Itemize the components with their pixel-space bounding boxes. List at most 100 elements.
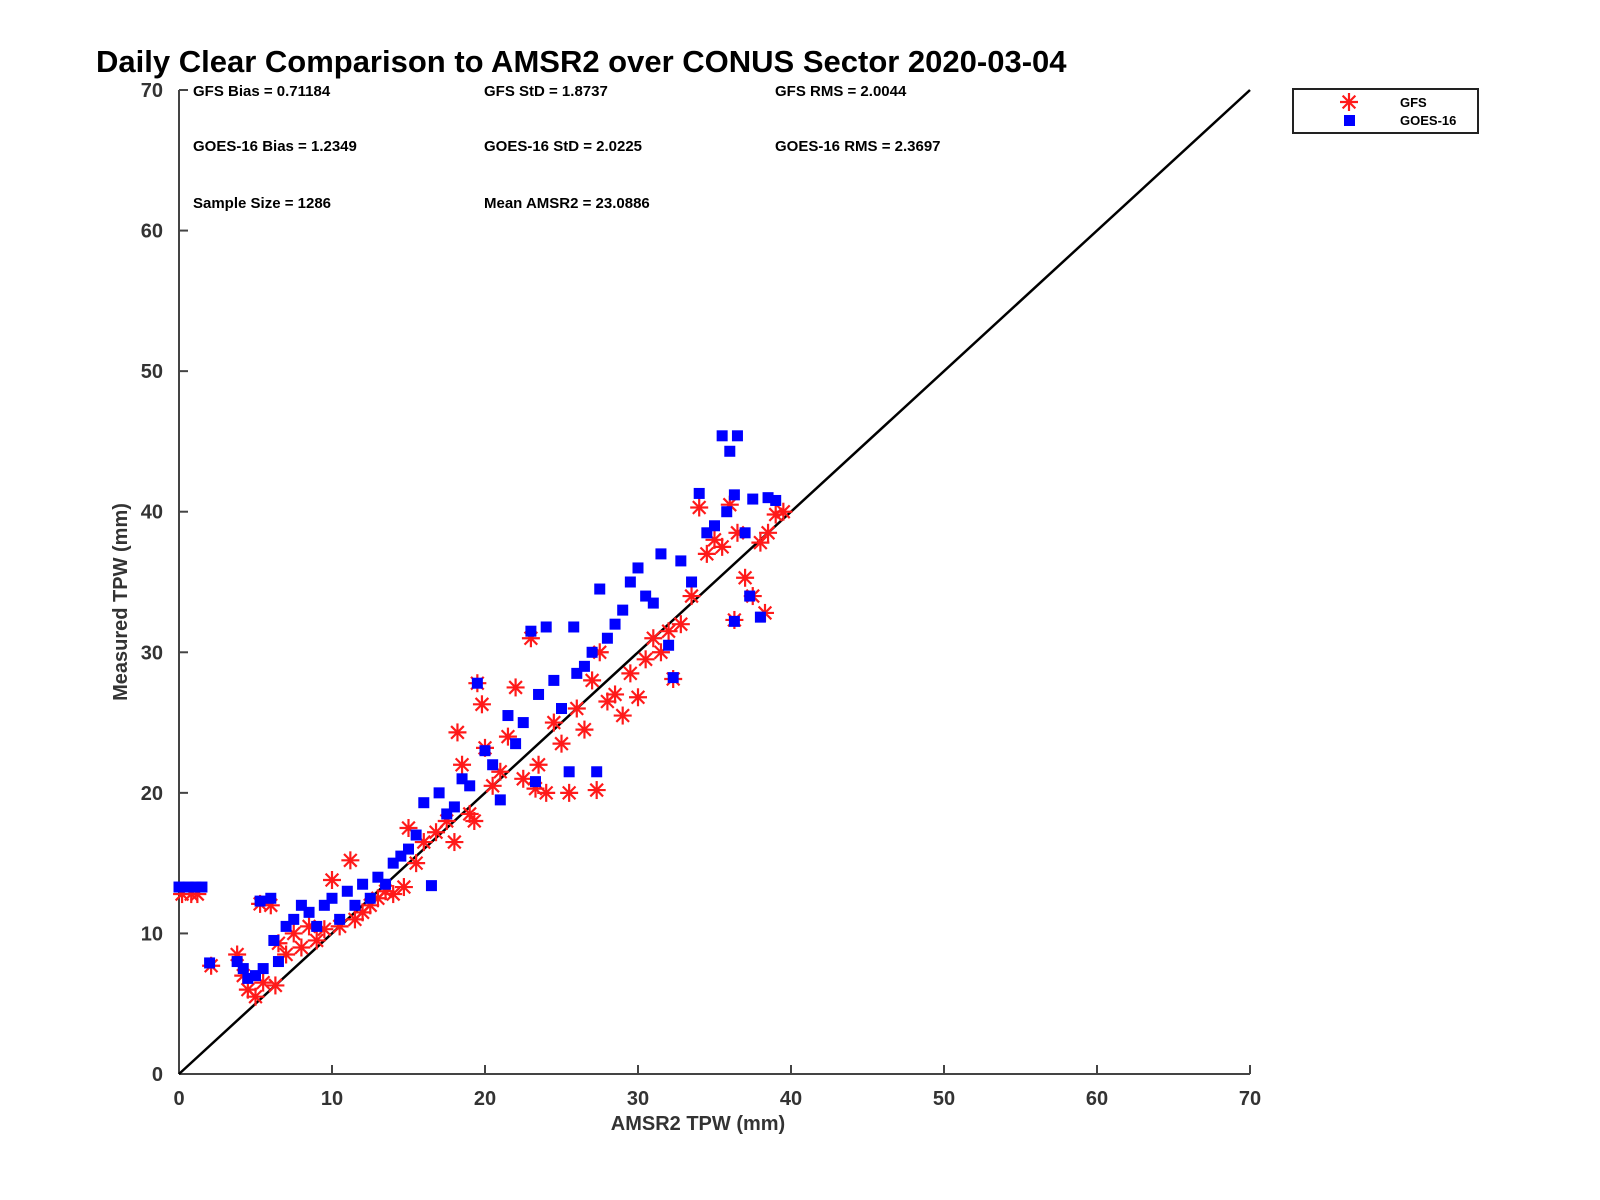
gfs-point — [766, 505, 785, 524]
gfs-point — [384, 885, 403, 904]
goes16-point — [716, 430, 728, 442]
goes16-point — [448, 801, 460, 813]
sample-size-annotation: Sample Size = 1286 — [193, 195, 331, 212]
gfs-point — [506, 678, 525, 697]
x-tick-label: 0 — [173, 1088, 184, 1110]
gfs-point — [621, 664, 640, 683]
gfs-point — [583, 671, 602, 690]
y-tick-label: 10 — [141, 923, 163, 945]
gfs-point — [682, 587, 701, 606]
goes16-point — [675, 555, 687, 567]
goes16-point — [204, 957, 216, 969]
goes16-point — [728, 615, 740, 627]
gfs-point — [472, 695, 491, 714]
goes16-point — [372, 871, 384, 883]
gfs-point — [613, 706, 632, 725]
goes16-point — [762, 492, 774, 504]
goes16-point — [326, 892, 338, 904]
x-axis-ticks: 0 10 20 30 40 50 60 70 — [173, 1065, 1261, 1110]
goes16-point — [548, 674, 560, 686]
legend-label-goes16: GOES-16 — [1400, 113, 1456, 128]
gfs-point — [774, 502, 793, 521]
goes16-point — [556, 703, 567, 715]
goes16-point — [510, 738, 522, 750]
mean-amsr2-annotation: Mean AMSR2 = 23.0886 — [484, 195, 650, 212]
y-tick-label: 0 — [152, 1064, 163, 1086]
goes16-point — [257, 963, 269, 975]
goes16-point — [617, 604, 629, 616]
goes16-point — [586, 646, 598, 658]
x-tick-label: 30 — [627, 1088, 649, 1110]
x-tick-label: 40 — [780, 1088, 802, 1110]
x-tick-label: 10 — [321, 1088, 343, 1110]
goes16-point — [318, 899, 330, 911]
gfs-point — [266, 976, 285, 995]
goes16-point — [663, 639, 675, 651]
goes16-point — [182, 881, 194, 893]
goes16-point — [655, 548, 667, 560]
goes16-point — [525, 625, 537, 637]
y-tick-label: 30 — [141, 642, 163, 664]
goes16-point — [173, 881, 185, 893]
legend-gfs-asterisk — [1340, 93, 1358, 111]
goes16-point — [517, 717, 529, 729]
gfs-point — [394, 878, 413, 897]
goes16-point — [709, 520, 720, 532]
goes16-point — [250, 970, 261, 982]
gfs-point — [690, 498, 709, 517]
x-tick-label: 50 — [933, 1088, 955, 1110]
goes16-point — [349, 899, 361, 911]
goes16-series — [173, 430, 782, 984]
gfs-point — [644, 629, 663, 648]
gfs-point — [445, 833, 464, 852]
legend-label-gfs: GFS — [1400, 95, 1427, 110]
gfs-point — [246, 987, 265, 1006]
goes16-bias-annotation: GOES-16 Bias = 1.2349 — [193, 138, 357, 155]
gfs-point — [453, 755, 472, 774]
plot-area: 0 10 20 30 40 50 60 70 0 10 20 30 40 50 60 70 — [141, 80, 1261, 1110]
goes16-point — [647, 597, 659, 609]
goes16-point — [479, 745, 491, 757]
goes16-point — [701, 527, 713, 539]
y-tick-label: 70 — [141, 80, 163, 102]
goes16-point — [272, 956, 284, 968]
gfs-point — [483, 776, 502, 795]
goes16-point — [494, 794, 506, 806]
gfs-point — [713, 537, 732, 556]
gfs-point — [567, 699, 586, 718]
x-tick-label: 70 — [1239, 1088, 1261, 1110]
goes16-point — [744, 590, 756, 602]
goes16-point — [721, 506, 733, 518]
goes16-point — [265, 892, 277, 904]
goes16-point — [601, 632, 613, 644]
gfs-point — [636, 650, 655, 669]
goes16-point — [433, 787, 445, 799]
gfs-point — [575, 720, 594, 739]
asterisk-marker-icon — [1340, 93, 1358, 111]
goes16-point — [754, 611, 766, 623]
gfs-point — [323, 871, 341, 890]
gfs-point — [407, 854, 426, 873]
goes16-point — [364, 892, 376, 904]
statistics-annotations: GFS Bias = 0.71184 GFS StD = 1.8737 GFS … — [193, 83, 941, 212]
gfs-point — [659, 622, 678, 641]
goes16-point — [739, 527, 751, 539]
goes16-point — [303, 906, 315, 918]
goes16-point — [268, 934, 280, 946]
y-tick-label: 60 — [141, 221, 163, 243]
goes16-rms-annotation: GOES-16 RMS = 2.3697 — [775, 138, 941, 155]
goes16-point — [533, 688, 545, 700]
goes16-point — [471, 677, 483, 689]
gfs-point — [552, 734, 571, 753]
goes16-point — [280, 920, 292, 932]
gfs-point — [759, 523, 778, 542]
goes16-point — [295, 899, 307, 911]
x-tick-label: 60 — [1086, 1088, 1108, 1110]
gfs-point — [560, 783, 579, 802]
goes16-point — [728, 489, 740, 501]
gfs-point — [587, 781, 606, 800]
goes16-point — [311, 920, 323, 932]
gfs-point — [629, 688, 647, 707]
goes16-point — [724, 445, 736, 457]
